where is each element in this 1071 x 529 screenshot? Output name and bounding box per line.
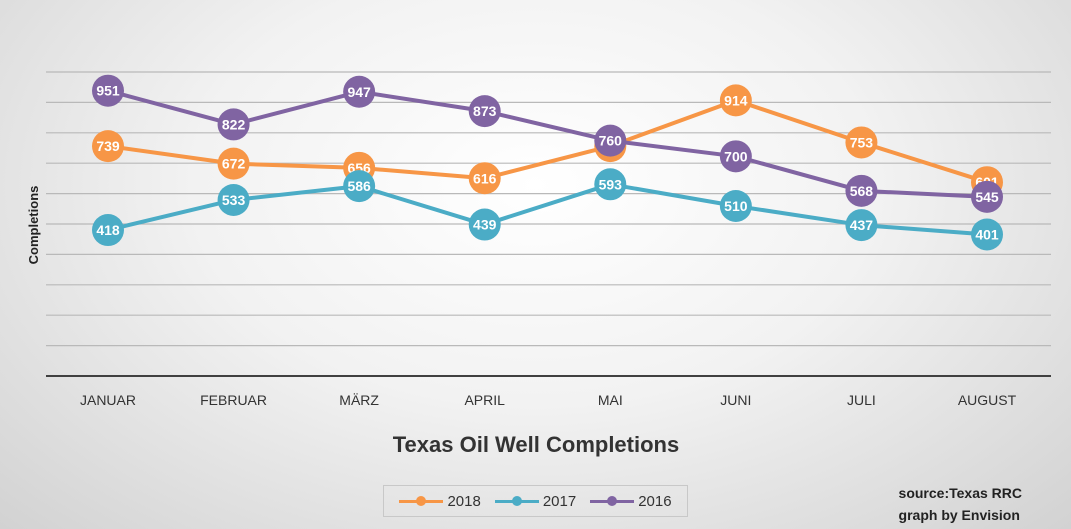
- data-label: 947: [347, 84, 371, 100]
- data-point: [719, 140, 752, 173]
- x-tick-label: JANUAR: [80, 392, 136, 408]
- data-label: 700: [724, 148, 748, 164]
- data-point: [468, 208, 501, 241]
- data-point: [719, 84, 752, 117]
- y-axis-label: Completions: [26, 186, 41, 265]
- data-label: 760: [599, 133, 623, 149]
- data-label: 739: [96, 138, 120, 154]
- data-label: 545: [975, 189, 999, 205]
- legend-label: 2016: [638, 492, 672, 510]
- data-point: [719, 189, 752, 222]
- chart-title: Texas Oil Well Completions: [393, 432, 679, 457]
- data-point: [845, 209, 878, 242]
- data-label: 533: [222, 192, 246, 208]
- series-line: [106, 88, 989, 199]
- data-point: [971, 218, 1003, 251]
- legend-label: 2018: [447, 492, 481, 510]
- x-axis-ticks: JANUAR FEBRUAR MÄRZ APRIL MAI JUNI JULI AUGUST: [80, 392, 1017, 408]
- series-2016: 951 822 947 873 760 700 568 545: [92, 74, 1003, 213]
- data-label: 418: [96, 222, 120, 238]
- legend-item: 2017: [494, 492, 577, 510]
- data-point: [92, 130, 124, 163]
- x-tick-label: FEBRUAR: [200, 392, 267, 408]
- series-2017: 418 533 586 439 593 510 437 401: [92, 168, 1003, 251]
- legend-item: 2016: [590, 492, 672, 510]
- legend-swatch: [590, 495, 635, 507]
- x-tick-label: AUGUST: [958, 392, 1017, 408]
- series-line: [106, 98, 989, 185]
- data-point: [845, 174, 878, 207]
- source-line: source:Texas RRC: [898, 485, 1022, 501]
- x-tick-label: MAI: [598, 392, 623, 408]
- data-point: [343, 170, 376, 203]
- data-label: 439: [473, 217, 497, 233]
- data-point: [217, 108, 250, 141]
- data-point: [468, 162, 501, 195]
- x-tick-label: JUNI: [720, 392, 751, 408]
- data-label: 401: [975, 226, 999, 242]
- data-label: 616: [473, 170, 497, 186]
- data-point: [343, 75, 376, 108]
- data-point: [971, 180, 1003, 213]
- data-point: [594, 124, 627, 157]
- legend-swatch: [494, 495, 539, 507]
- source-note: source:Texas RRC graph by Envision: [899, 482, 1022, 526]
- data-label: 437: [850, 217, 874, 233]
- legend-swatch: [399, 495, 444, 507]
- data-label: 914: [724, 92, 748, 108]
- series-2018: 739672656616739914753601: [92, 84, 1003, 199]
- data-point: [92, 214, 124, 247]
- credit-line: graph by Envision: [898, 507, 1020, 523]
- data-label: 568: [850, 183, 874, 199]
- data-label: 510: [724, 198, 748, 214]
- x-tick-label: JULI: [847, 392, 876, 408]
- legend-label: 2017: [542, 492, 577, 510]
- data-label: 672: [222, 156, 246, 172]
- data-point: [217, 147, 250, 180]
- data-point: [217, 183, 250, 216]
- data-point: [92, 74, 124, 107]
- data-label: 586: [347, 178, 371, 194]
- data-label: 593: [599, 176, 623, 192]
- data-label: 753: [850, 134, 874, 150]
- data-point: [594, 168, 627, 201]
- gridlines: [46, 71, 1051, 377]
- legend: 2018 2017 2016: [383, 485, 688, 517]
- legend-item: 2018: [399, 492, 481, 510]
- series-group: 7396726566167399147536014185335864395935…: [92, 74, 1003, 251]
- x-tick-label: APRIL: [464, 392, 505, 408]
- data-point: [845, 126, 878, 159]
- data-label: 822: [222, 116, 246, 132]
- series-line: [106, 182, 989, 237]
- data-point: [468, 95, 501, 128]
- x-tick-label: MÄRZ: [339, 392, 379, 408]
- data-label: 873: [473, 103, 497, 119]
- data-label: 951: [96, 83, 120, 99]
